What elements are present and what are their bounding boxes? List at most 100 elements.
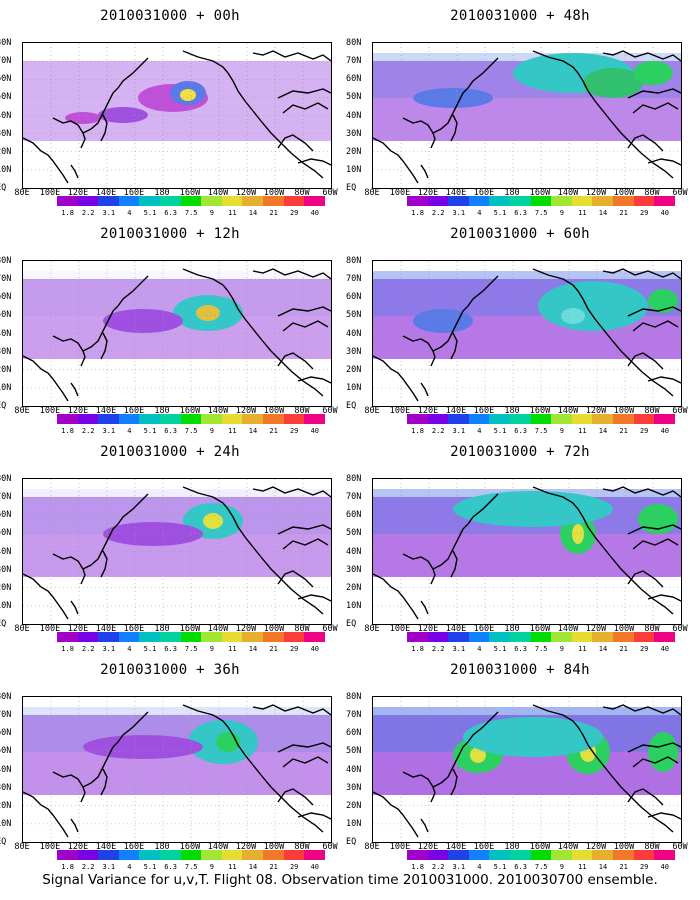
longitude-label: 120E bbox=[67, 188, 89, 198]
coastline bbox=[432, 741, 469, 788]
colorbar-label: 29 bbox=[289, 427, 299, 435]
coastline bbox=[627, 306, 681, 317]
longitude-label: 80E bbox=[14, 188, 30, 198]
colorbar-label: 40 bbox=[660, 427, 670, 435]
longitude-label: 80W bbox=[644, 188, 660, 198]
latitude-label: 10N bbox=[0, 818, 12, 829]
latitude-label: 50N bbox=[0, 310, 12, 321]
colorbar-label: 7.5 bbox=[184, 209, 198, 217]
colorbar-swatch bbox=[468, 196, 490, 206]
colorbar-swatch bbox=[139, 414, 160, 424]
colorbar-swatch bbox=[427, 850, 449, 860]
colorbar-label: 6.3 bbox=[514, 427, 527, 435]
colorbar-swatch bbox=[262, 196, 284, 206]
colorbar bbox=[407, 196, 675, 206]
longitude-label: 160E bbox=[123, 624, 145, 634]
colorbar-swatch bbox=[221, 196, 243, 206]
colorbar-swatch bbox=[633, 196, 655, 206]
colorbar-swatch bbox=[180, 196, 202, 206]
longitude-label: 120W bbox=[585, 188, 607, 198]
colorbar-label: 6.3 bbox=[164, 427, 177, 435]
colorbar-swatch bbox=[468, 632, 490, 642]
colorbar-swatch bbox=[571, 850, 593, 860]
longitude-label: 80E bbox=[364, 188, 380, 198]
coastline bbox=[117, 711, 149, 743]
longitude-label: 100W bbox=[263, 624, 285, 634]
longitude-label: 60W bbox=[322, 842, 338, 852]
latitude-label: 70N bbox=[346, 274, 362, 285]
colorbar-label: 11 bbox=[578, 427, 587, 435]
longitude-label: 100E bbox=[389, 188, 411, 198]
colorbar-swatch bbox=[427, 414, 449, 424]
longitude-label: 100W bbox=[613, 406, 635, 416]
colorbar-label: 29 bbox=[639, 863, 649, 871]
colorbar-label: 5.1 bbox=[143, 863, 157, 871]
variance-contour bbox=[463, 717, 603, 757]
colorbar-label: 6.3 bbox=[164, 645, 177, 653]
longitude-label: 140W bbox=[557, 624, 579, 634]
colorbar-swatch bbox=[283, 414, 305, 424]
colorbar-swatch bbox=[201, 414, 222, 424]
longitude-label: 100E bbox=[389, 624, 411, 634]
latitude-label: 60N bbox=[0, 510, 12, 521]
colorbar-label: 4 bbox=[127, 427, 132, 435]
panel-title: 2010031000 + 72h bbox=[450, 444, 590, 460]
coastline bbox=[373, 355, 419, 402]
coastline bbox=[252, 50, 331, 62]
coastline bbox=[182, 268, 324, 397]
coastline bbox=[70, 382, 79, 397]
variance-contour bbox=[561, 308, 585, 324]
longitude-label: 60W bbox=[322, 406, 338, 416]
panel-title: 2010031000 + 12h bbox=[100, 226, 240, 242]
colorbar-label: 5.1 bbox=[493, 645, 507, 653]
colorbar-label: 3.1 bbox=[102, 427, 116, 435]
latitude-label: 30N bbox=[0, 564, 12, 575]
colorbar-swatch bbox=[612, 850, 634, 860]
panel-title: 2010031000 + 24h bbox=[100, 444, 240, 460]
latitude-label: 20N bbox=[0, 582, 12, 593]
latitude-label: 60N bbox=[0, 728, 12, 739]
latitude-label: 50N bbox=[346, 92, 362, 103]
colorbar-label: 1.8 bbox=[411, 209, 424, 217]
latitude-label: 10N bbox=[346, 818, 362, 829]
longitude-label: 120E bbox=[67, 842, 89, 852]
map-area bbox=[372, 42, 682, 189]
coastline bbox=[117, 275, 149, 307]
longitude-label: 140W bbox=[207, 188, 229, 198]
latitude-label: 30N bbox=[346, 782, 362, 793]
longitude-label: 80W bbox=[644, 624, 660, 634]
map-svg bbox=[373, 261, 681, 406]
colorbar-swatch bbox=[98, 196, 119, 206]
coastline bbox=[82, 523, 119, 570]
coastline bbox=[532, 50, 674, 179]
variance-contour bbox=[103, 522, 203, 546]
colorbar-label: 4 bbox=[477, 209, 482, 217]
map-panel: 2010031000 + 84h 80N 70N 60N 50N 40N 30N 20N 10N… bbox=[346, 654, 690, 874]
longitude-label: 100E bbox=[39, 842, 61, 852]
coastline bbox=[402, 553, 436, 585]
colorbar-label: 29 bbox=[639, 645, 649, 653]
longitude-label: 80E bbox=[14, 842, 30, 852]
variance-contour bbox=[453, 491, 613, 527]
longitude-label: 120E bbox=[417, 188, 439, 198]
longitude-label: 60W bbox=[672, 842, 688, 852]
colorbar-label: 9 bbox=[559, 863, 564, 871]
variance-contour bbox=[648, 732, 678, 772]
latitude-label: EQ bbox=[346, 401, 357, 411]
colorbar-swatch bbox=[530, 632, 552, 642]
colorbar-swatch bbox=[530, 414, 552, 424]
colorbar-label: 1.8 bbox=[411, 427, 424, 435]
colorbar-label: 14 bbox=[598, 209, 608, 217]
coastline bbox=[450, 114, 458, 142]
map-svg bbox=[373, 479, 681, 624]
colorbar-swatch bbox=[242, 632, 263, 642]
colorbar-label: 2.2 bbox=[81, 209, 95, 217]
colorbar-swatch bbox=[77, 632, 99, 642]
coastline bbox=[23, 355, 69, 402]
colorbar-label: 7.5 bbox=[534, 645, 548, 653]
longitude-label: 100E bbox=[39, 188, 61, 198]
latitude-label: EQ bbox=[0, 837, 7, 847]
colorbar-label: 9 bbox=[209, 427, 214, 435]
colorbar-swatch bbox=[448, 414, 469, 424]
map-svg bbox=[23, 479, 331, 624]
